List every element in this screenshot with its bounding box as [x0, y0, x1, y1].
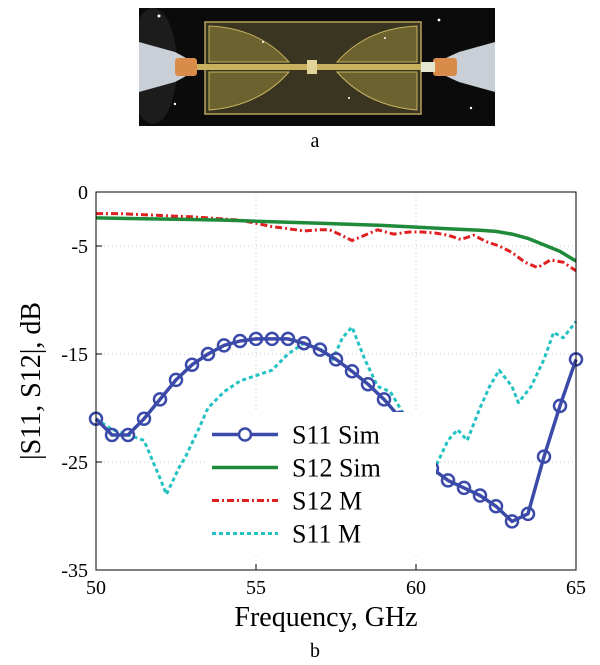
- series-marker: [328, 352, 344, 367]
- y-tick-label: -35: [61, 560, 88, 582]
- series-marker: [552, 398, 568, 414]
- series-marker: [344, 364, 360, 379]
- legend-label: S12 Sim: [292, 454, 381, 483]
- series-marker: [200, 346, 216, 362]
- series-marker: [504, 514, 520, 529]
- series-layer: [88, 212, 584, 529]
- series-marker: [472, 488, 488, 503]
- x-tick-label: 60: [406, 577, 426, 599]
- x-tick-label: 50: [86, 577, 106, 599]
- series-marker: [248, 331, 264, 347]
- legend: S11 Sim S12 Sim S12 M S11 M: [206, 412, 436, 554]
- y-tick-label: 0: [78, 182, 88, 204]
- legend-label: S12 M: [292, 487, 362, 516]
- series-line-solid: [95, 216, 577, 263]
- series-marker: [216, 338, 232, 353]
- right-probe-tip: [433, 58, 457, 76]
- y-tick-label: -25: [61, 452, 88, 474]
- center-component: [307, 60, 317, 74]
- dust-speck: [348, 97, 350, 99]
- series-marker: [488, 499, 504, 514]
- y-tick-label: -5: [71, 236, 88, 258]
- dust-speck: [384, 37, 386, 39]
- plot-frame: [95, 191, 577, 571]
- left-probe-tip: [175, 58, 197, 76]
- series-marker: [520, 506, 536, 522]
- series-line-dashed: [95, 320, 578, 496]
- s-parameter-chart: 50 55 60 65 0 -5 -15 -25 -35 Frequency, GHz |S11…: [16, 182, 586, 633]
- caption-b: b: [310, 640, 320, 662]
- x-tick-label: 55: [246, 577, 266, 599]
- series-marker: [184, 357, 200, 373]
- legend-label: S11 Sim: [292, 421, 380, 450]
- series-marker: [376, 392, 392, 407]
- series-marker: [296, 335, 312, 351]
- left-bottom-stub: [208, 71, 291, 111]
- y-axis-label: |S11, S12|, dB: [16, 302, 47, 460]
- left-probe: [139, 42, 195, 92]
- legend-label: S11 M: [292, 520, 361, 549]
- ticks: 50 55 60 65 0 -5 -15 -25 -35: [61, 182, 586, 599]
- x-tick-label: 65: [566, 577, 586, 599]
- series-marker: [536, 449, 552, 464]
- series-marker: [136, 411, 152, 427]
- right-probe: [435, 42, 495, 92]
- series-marker: [456, 480, 472, 496]
- series-marker: [440, 473, 456, 488]
- caption-a: a: [310, 130, 320, 152]
- series-marker: [104, 427, 120, 443]
- series-marker: [312, 342, 328, 357]
- series-marker: [264, 331, 280, 347]
- legend-marker: [237, 427, 253, 442]
- right-bottom-stub: [335, 71, 418, 111]
- series-marker: [232, 333, 248, 349]
- left-top-stub: [208, 25, 291, 63]
- dust-speck: [469, 106, 473, 110]
- dust-speck: [437, 18, 441, 22]
- x-axis-label: Frequency, GHz: [234, 602, 417, 633]
- dust-speck: [262, 41, 264, 43]
- series-marker: [280, 331, 296, 347]
- device-photo: [139, 8, 495, 126]
- series-line-solid-markers: [94, 337, 578, 524]
- series-marker: [360, 376, 376, 392]
- y-tick-label: -15: [61, 344, 88, 366]
- right-top-stub: [335, 25, 418, 63]
- dust-speck: [157, 14, 161, 18]
- series-marker: [120, 427, 136, 443]
- dust-speck: [173, 102, 177, 106]
- series-marker: [152, 392, 168, 407]
- series-marker: [168, 372, 184, 388]
- right-probe-contact: [421, 62, 435, 72]
